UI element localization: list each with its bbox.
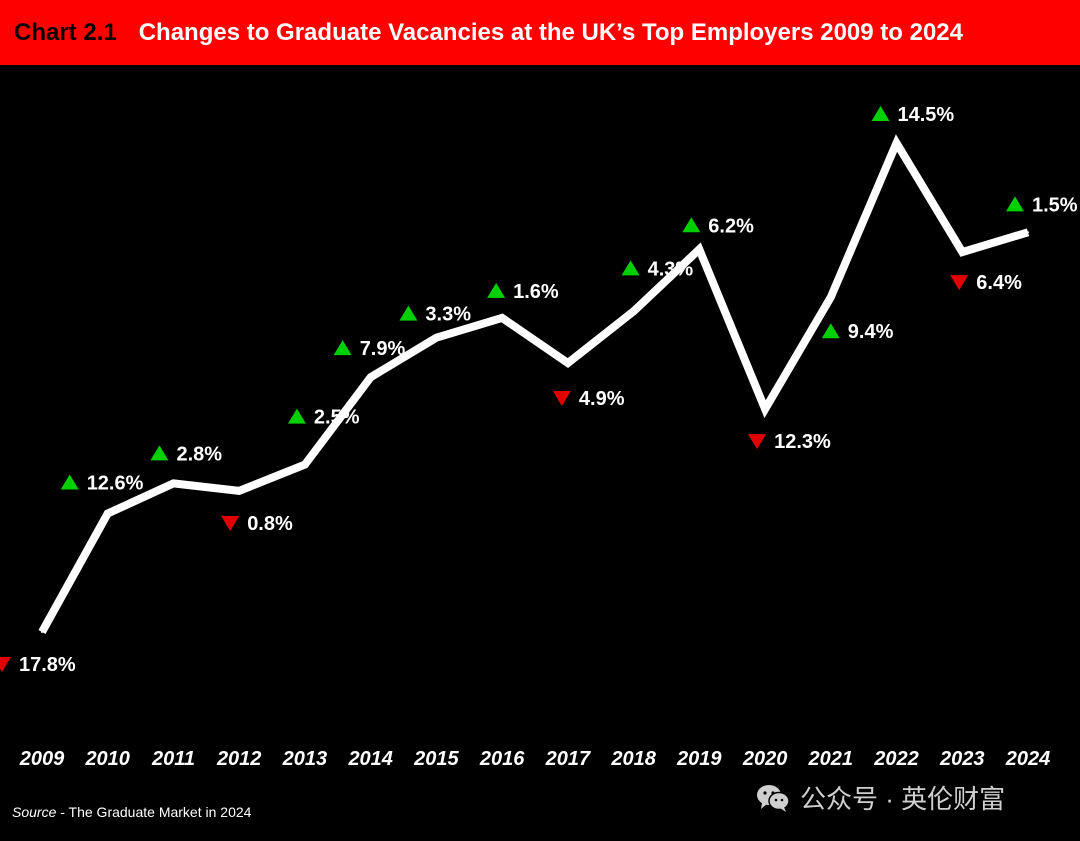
- x-tick-label-2019: 2019: [676, 748, 722, 770]
- chart-title: Changes to Graduate Vacancies at the UK’…: [138, 18, 963, 46]
- source-text: - The Graduate Market in 2024: [56, 804, 252, 820]
- change-label-2016: 1.6%: [513, 281, 559, 303]
- down-arrow-icon-2009: [0, 657, 11, 672]
- data-point-2009: [41, 631, 43, 633]
- up-arrow-icon-2013: [287, 408, 306, 424]
- x-tick-label-2014: 2014: [347, 748, 393, 770]
- data-point-2012: [238, 489, 241, 492]
- change-label-2023: 6.4%: [976, 272, 1022, 294]
- data-point-2014: [369, 376, 372, 379]
- change-label-2010: 12.6%: [87, 473, 144, 495]
- change-label-2013: 2.5%: [314, 407, 360, 429]
- source-note: Source - The Graduate Market in 2024: [12, 804, 251, 820]
- change-label-2015: 3.3%: [425, 304, 471, 326]
- change-label-2017: 4.9%: [579, 388, 625, 410]
- up-arrow-icon-2014: [333, 340, 352, 356]
- change-label-2009: 17.8%: [19, 654, 76, 676]
- x-tick-label-2013: 2013: [282, 748, 328, 770]
- x-tick-label-2022: 2022: [873, 748, 919, 770]
- x-tick-label-2017: 2017: [545, 748, 591, 770]
- up-arrow-icon-2021: [821, 323, 840, 339]
- x-tick-label-2009: 2009: [19, 748, 65, 770]
- data-point-2023: [961, 251, 964, 254]
- data-point-2018: [632, 310, 635, 313]
- change-label-2019: 6.2%: [708, 215, 754, 237]
- change-label-2012: 0.8%: [247, 513, 293, 535]
- up-arrow-icon-2011: [150, 445, 169, 461]
- chart-number: Chart 2.1: [14, 18, 117, 46]
- x-tick-label-2020: 2020: [742, 748, 788, 770]
- line-chart: 17.8% 12.6% 2.8% 0.8% 2.5% 7.9% 3.3% 1.6% 4.9% 4.…: [0, 104, 1078, 770]
- down-arrow-icon-2023: [950, 275, 969, 291]
- title-bar: Chart 2.1 Changes to Graduate Vacancies …: [0, 0, 1080, 65]
- series-line: [38, 134, 1030, 634]
- data-point-2011: [172, 482, 175, 485]
- data-point-2015: [435, 336, 438, 339]
- x-tick-label-2024: 2024: [1005, 748, 1051, 770]
- x-tick-label-2021: 2021: [808, 748, 854, 770]
- x-tick-label-2016: 2016: [479, 748, 525, 770]
- x-tick-label-2010: 2010: [84, 748, 130, 770]
- x-tick-label-2011: 2011: [151, 748, 195, 770]
- data-point-2019: [698, 248, 701, 251]
- data-point-2022: [895, 142, 898, 144]
- change-label-2024: 1.5%: [1032, 194, 1078, 216]
- data-point-2010: [106, 512, 109, 515]
- x-tick-label-2012: 2012: [216, 748, 262, 770]
- change-label-2011: 2.8%: [177, 443, 223, 465]
- source-label: Source: [12, 804, 57, 820]
- up-arrow-icon-2016: [487, 282, 506, 298]
- change-label-2021: 9.4%: [848, 321, 894, 343]
- up-arrow-icon-2024: [1006, 196, 1024, 212]
- watermark: 公众号 · 英伦财富: [756, 779, 1005, 816]
- change-label-2022: 14.5%: [898, 104, 955, 126]
- up-arrow-icon-2010: [60, 474, 79, 490]
- up-arrow-icon-2019: [682, 217, 701, 233]
- down-arrow-icon-2012: [221, 515, 240, 531]
- up-arrow-icon-2015: [399, 305, 418, 321]
- change-label-2018: 4.3%: [648, 258, 694, 280]
- up-arrow-icon-2022: [871, 106, 890, 121]
- x-tick-label-2015: 2015: [413, 748, 459, 770]
- data-point-2016: [501, 316, 504, 319]
- change-label-2020: 12.3%: [774, 431, 831, 453]
- up-arrow-icon-2018: [621, 260, 640, 276]
- data-point-2017: [566, 362, 569, 364]
- watermark-text: 公众号 · 英伦财富: [800, 784, 1006, 814]
- down-arrow-icon-2017: [552, 391, 571, 407]
- x-tick-label-2023: 2023: [939, 748, 985, 770]
- data-point-2024: [1027, 231, 1029, 234]
- x-tick-label-2018: 2018: [610, 748, 656, 770]
- data-point-2021: [829, 296, 832, 299]
- data-point-2013: [303, 463, 306, 466]
- change-label-2014: 7.9%: [360, 338, 406, 360]
- down-arrow-icon-2020: [748, 434, 767, 450]
- data-point-2020: [764, 408, 767, 411]
- wechat-icon: [757, 784, 790, 812]
